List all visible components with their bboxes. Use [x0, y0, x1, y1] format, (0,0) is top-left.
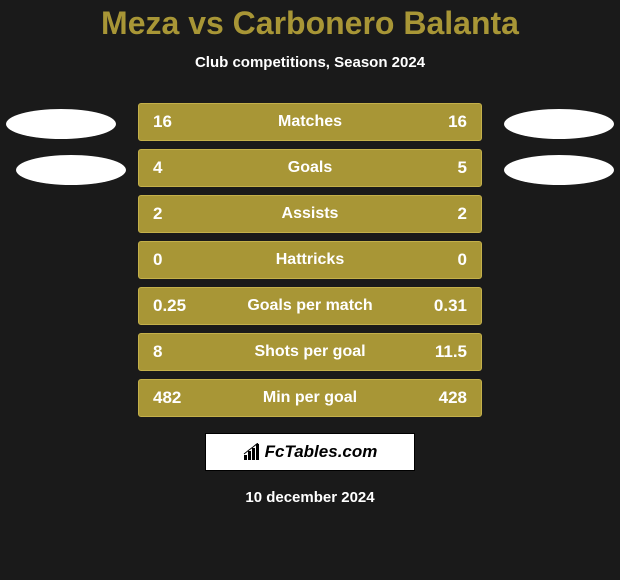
stat-right-value: 5 — [417, 158, 467, 178]
stat-row: 482 Min per goal 428 — [138, 379, 482, 417]
stat-row: 0 Hattricks 0 — [138, 241, 482, 279]
stat-label: Hattricks — [203, 251, 417, 269]
stat-label: Min per goal — [203, 389, 417, 407]
stat-right-value: 0 — [417, 250, 467, 270]
stat-left-value: 0 — [153, 250, 203, 270]
subtitle: Club competitions, Season 2024 — [195, 54, 425, 71]
stat-left-value: 8 — [153, 342, 203, 362]
stat-row: 2 Assists 2 — [138, 195, 482, 233]
stat-left-value: 2 — [153, 204, 203, 224]
stat-row: 16 Matches 16 — [138, 103, 482, 141]
player-left-icon-1 — [6, 109, 116, 139]
stat-left-value: 4 — [153, 158, 203, 178]
logo-text: FcTables.com — [265, 442, 378, 462]
stat-label: Matches — [203, 113, 417, 131]
stat-right-value: 2 — [417, 204, 467, 224]
date-text: 10 december 2024 — [245, 489, 374, 506]
stat-row: 0.25 Goals per match 0.31 — [138, 287, 482, 325]
stat-label: Goals — [203, 159, 417, 177]
content-area: 16 Matches 16 4 Goals 5 2 Assists 2 0 Ha… — [0, 103, 620, 417]
stat-right-value: 0.31 — [417, 296, 467, 316]
stat-label: Goals per match — [203, 297, 417, 315]
stat-right-value: 428 — [417, 388, 467, 408]
stat-left-value: 16 — [153, 112, 203, 132]
page-title: Meza vs Carbonero Balanta — [101, 5, 519, 42]
stat-label: Shots per goal — [203, 343, 417, 361]
stat-row: 8 Shots per goal 11.5 — [138, 333, 482, 371]
player-right-icon-2 — [504, 155, 614, 185]
stat-label: Assists — [203, 205, 417, 223]
stat-left-value: 482 — [153, 388, 203, 408]
stats-container: 16 Matches 16 4 Goals 5 2 Assists 2 0 Ha… — [138, 103, 482, 417]
stat-right-value: 16 — [417, 112, 467, 132]
player-right-icon-1 — [504, 109, 614, 139]
stat-row: 4 Goals 5 — [138, 149, 482, 187]
player-left-icon-2 — [16, 155, 126, 185]
logo-box: FcTables.com — [205, 433, 415, 471]
stat-right-value: 11.5 — [417, 342, 467, 362]
chart-icon — [243, 443, 261, 461]
stat-left-value: 0.25 — [153, 296, 203, 316]
